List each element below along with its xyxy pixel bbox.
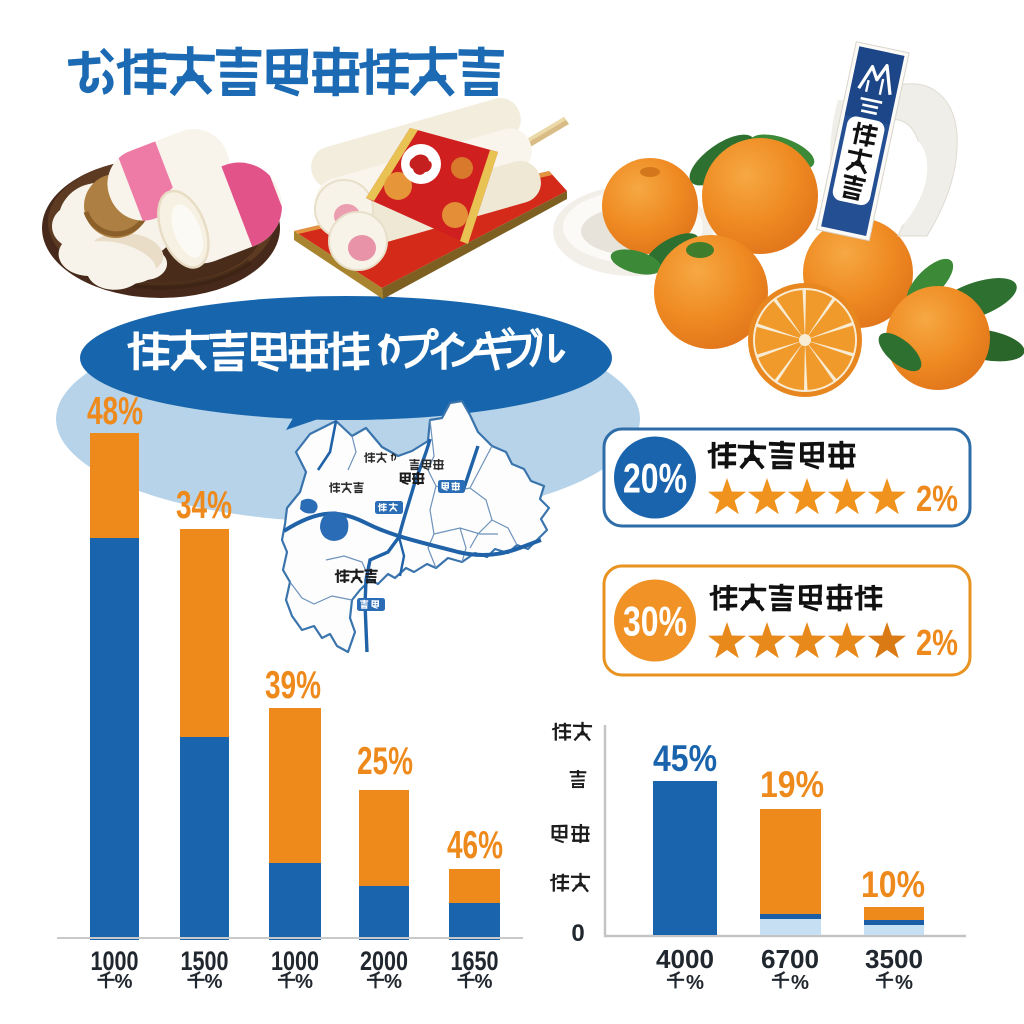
svg-text:%: %	[686, 972, 704, 994]
svg-text:30%: 30%	[623, 598, 687, 645]
svg-text:2000: 2000	[360, 946, 408, 976]
svg-text:1000: 1000	[271, 946, 319, 976]
svg-text:1500: 1500	[181, 946, 229, 976]
svg-text:%: %	[115, 971, 133, 993]
svg-text:3500: 3500	[865, 944, 923, 974]
svg-text:%: %	[791, 972, 809, 994]
svg-text:25%: 25%	[357, 740, 413, 783]
svg-text:%: %	[295, 971, 313, 993]
svg-text:2%: 2%	[916, 478, 958, 519]
svg-text:46%: 46%	[447, 824, 503, 867]
svg-text:20%: 20%	[623, 455, 687, 502]
svg-text:34%: 34%	[176, 484, 232, 527]
svg-text:10%: 10%	[861, 864, 925, 905]
svg-text:1000: 1000	[91, 946, 139, 976]
svg-text:4000: 4000	[656, 944, 714, 974]
svg-text:19%: 19%	[760, 764, 824, 805]
svg-text:6700: 6700	[761, 944, 819, 974]
svg-text:45%: 45%	[653, 738, 717, 779]
svg-text:0: 0	[571, 920, 584, 947]
svg-text:2%: 2%	[916, 622, 958, 663]
svg-text:48%: 48%	[87, 390, 143, 433]
svg-text:%: %	[475, 971, 493, 993]
svg-text:1650: 1650	[451, 946, 499, 976]
svg-text:%: %	[205, 971, 223, 993]
svg-text:%: %	[384, 971, 402, 993]
svg-text:%: %	[895, 972, 913, 994]
svg-text:39%: 39%	[265, 664, 321, 707]
